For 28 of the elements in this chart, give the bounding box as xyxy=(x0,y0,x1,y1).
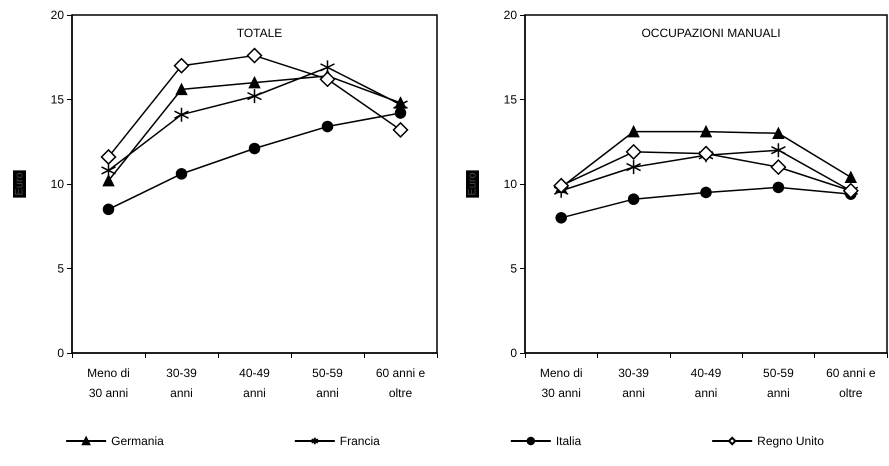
legend-label: Regno Unito xyxy=(757,434,824,448)
y-tick-label: 5 xyxy=(510,262,518,276)
y-tick-label: 10 xyxy=(50,177,64,191)
y-tick-label: 10 xyxy=(504,177,518,191)
text: TOTALE xyxy=(236,26,282,40)
x-tick-label: 40-49 anni xyxy=(690,366,722,400)
y-tick-label: 20 xyxy=(50,8,64,22)
x-tick-label: 50-59 anni xyxy=(763,366,794,400)
y-axis-title: Euro xyxy=(14,172,26,196)
x-tick-label: Meno di 30 anni xyxy=(540,366,583,400)
y-tick-label: 20 xyxy=(504,8,518,22)
y-tick-label: 0 xyxy=(57,346,64,360)
x-tick-label: 50-59 anni xyxy=(312,366,344,400)
text: OCCUPAZIONI MANUALI xyxy=(641,26,781,40)
legend-label: Francia xyxy=(340,434,380,448)
legend-label: Germania xyxy=(111,434,164,448)
x-tick-label: 30-39 anni xyxy=(166,366,198,400)
y-axis-title: Euro xyxy=(466,172,478,196)
x-tick-label: 60 anni e oltre xyxy=(826,366,876,400)
y-tick-label: 15 xyxy=(504,92,518,106)
x-tick-label: 30-39 anni xyxy=(618,366,650,400)
x-tick-label: 40-49 anni xyxy=(239,366,270,400)
y-tick-label: 5 xyxy=(57,262,64,276)
x-tick-label: Meno di 30 anni xyxy=(87,366,130,400)
legend-label: Italia xyxy=(556,434,582,448)
y-tick-label: 15 xyxy=(50,92,64,106)
y-tick-label: 0 xyxy=(510,346,518,360)
x-tick-label: 60 anni e oltre xyxy=(376,366,426,400)
